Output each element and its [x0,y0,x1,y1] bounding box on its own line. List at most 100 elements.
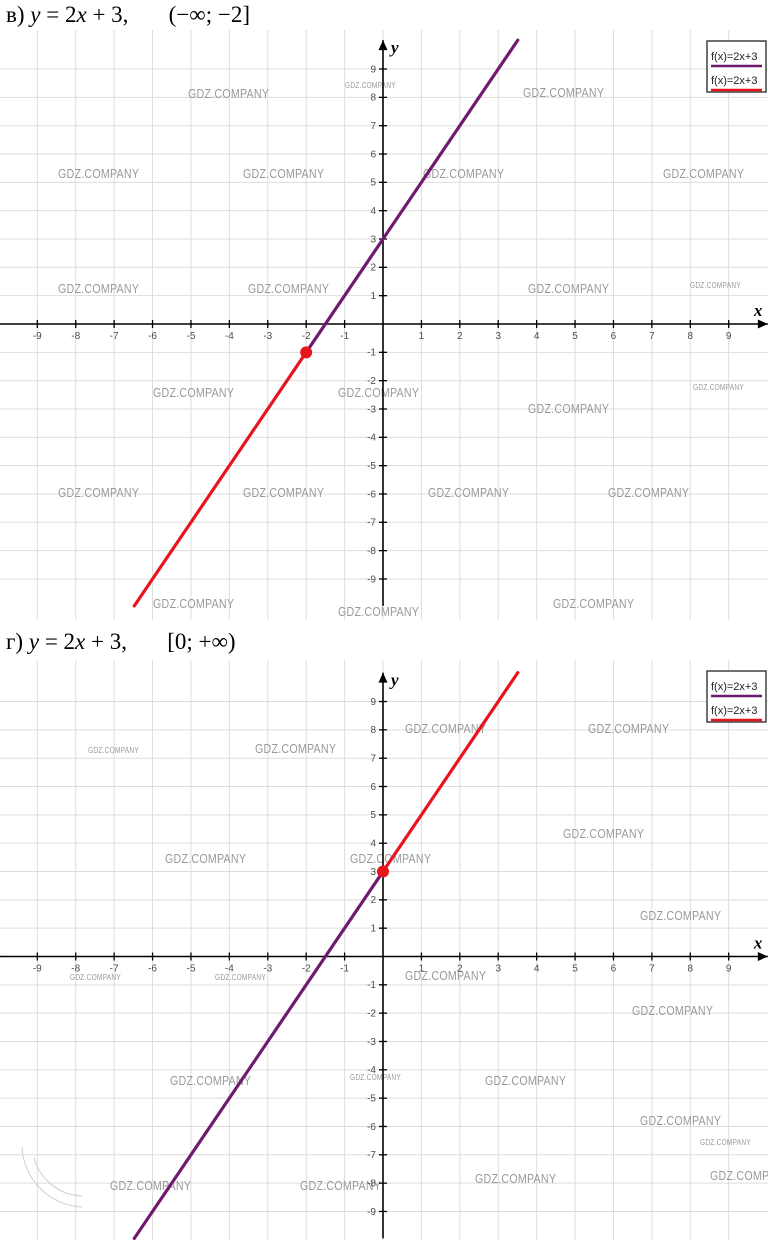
svg-text:x: x [753,934,763,953]
svg-text:GDZ.COMPANY: GDZ.COMPANY [58,485,139,500]
svg-text:5: 5 [572,964,578,975]
svg-text:-9: -9 [33,964,42,975]
svg-text:-3: -3 [263,331,272,342]
svg-text:GDZ.COMPANY: GDZ.COMPANY [563,826,644,841]
svg-text:-7: -7 [110,331,119,342]
svg-text:-9: -9 [367,574,376,585]
svg-text:-7: -7 [367,518,376,529]
svg-text:-6: -6 [148,964,157,975]
svg-text:GDZ.COMPANY: GDZ.COMPANY [338,604,419,619]
svg-text:GDZ.COMPANY: GDZ.COMPANY [58,166,139,181]
svg-text:GDZ.COMPANY: GDZ.COMPANY [710,1168,768,1183]
svg-text:-4: -4 [367,433,376,444]
svg-text:GDZ.COMPANY: GDZ.COMPANY [700,1137,751,1147]
svg-text:7: 7 [370,121,376,132]
svg-text:GDZ.COMPANY: GDZ.COMPANY [405,968,486,983]
svg-text:y: y [389,671,399,690]
svg-text:GDZ.COMPANY: GDZ.COMPANY [405,721,486,736]
svg-text:4: 4 [370,206,376,217]
svg-text:8: 8 [687,964,693,975]
svg-text:3: 3 [370,234,376,245]
svg-text:GDZ.COMPANY: GDZ.COMPANY [255,741,336,756]
svg-text:-2: -2 [367,376,376,387]
svg-text:GDZ.COMPANY: GDZ.COMPANY [608,485,689,500]
svg-text:7: 7 [649,964,655,975]
svg-text:GDZ.COMPANY: GDZ.COMPANY [88,745,139,755]
svg-text:GDZ.COMPANY: GDZ.COMPANY [165,851,246,866]
svg-text:4: 4 [534,331,540,342]
svg-text:GDZ.COMPANY: GDZ.COMPANY [588,721,669,736]
svg-text:GDZ.COMPANY: GDZ.COMPANY [528,401,609,416]
svg-text:5: 5 [370,810,376,821]
svg-text:7: 7 [370,753,376,764]
svg-text:6: 6 [611,331,617,342]
svg-text:GDZ.COMPANY: GDZ.COMPANY [485,1073,566,1088]
svg-text:2: 2 [370,895,376,906]
svg-text:-3: -3 [263,964,272,975]
svg-text:8: 8 [370,725,376,736]
svg-text:GDZ.COMPANY: GDZ.COMPANY [423,166,504,181]
svg-text:-7: -7 [367,1150,376,1161]
svg-text:1: 1 [370,923,376,934]
svg-text:2: 2 [370,263,376,274]
svg-text:1: 1 [370,291,376,302]
svg-text:GDZ.COMPANY: GDZ.COMPANY [640,908,721,923]
svg-text:-3: -3 [367,1037,376,1048]
svg-text:1: 1 [419,964,425,975]
svg-text:6: 6 [370,149,376,160]
svg-text:-7: -7 [110,964,119,975]
svg-text:6: 6 [611,964,617,975]
svg-text:GDZ.COMPANY: GDZ.COMPANY [428,485,509,500]
svg-text:-2: -2 [302,331,311,342]
svg-text:-3: -3 [367,404,376,415]
svg-text:GDZ.COMPANY: GDZ.COMPANY [632,1003,713,1018]
svg-text:GDZ.COMPANY: GDZ.COMPANY [215,972,266,982]
svg-text:GDZ.COMPANY: GDZ.COMPANY [188,86,269,101]
svg-text:-5: -5 [367,1093,376,1104]
svg-text:7: 7 [649,331,655,342]
svg-text:GDZ.COMPANY: GDZ.COMPANY [243,485,324,500]
svg-text:GDZ.COMPANY: GDZ.COMPANY [523,85,604,100]
svg-text:-1: -1 [367,348,376,359]
svg-text:-6: -6 [148,331,157,342]
svg-text:GDZ.COMPANY: GDZ.COMPANY [243,166,324,181]
svg-text:-5: -5 [186,964,195,975]
svg-text:5: 5 [370,178,376,189]
svg-text:8: 8 [687,331,693,342]
svg-text:GDZ.COMPANY: GDZ.COMPANY [475,1171,556,1186]
svg-text:y: y [389,38,399,57]
svg-text:3: 3 [495,964,501,975]
svg-text:3: 3 [495,331,501,342]
svg-text:-8: -8 [367,1178,376,1189]
svg-text:GDZ.COMPANY: GDZ.COMPANY [640,1113,721,1128]
svg-text:-6: -6 [367,1122,376,1133]
svg-text:4: 4 [370,838,376,849]
svg-text:GDZ.COMPANY: GDZ.COMPANY [693,382,744,392]
svg-text:-6: -6 [367,489,376,500]
svg-text:f(x)=2x+3: f(x)=2x+3 [711,681,757,693]
svg-text:-5: -5 [367,461,376,472]
svg-text:GDZ.COMPANY: GDZ.COMPANY [528,281,609,296]
svg-text:-1: -1 [367,980,376,991]
svg-text:GDZ.COMPANY: GDZ.COMPANY [110,1178,191,1193]
svg-text:9: 9 [370,64,376,75]
svg-text:9: 9 [726,964,732,975]
svg-text:f(x)=2x+3: f(x)=2x+3 [711,75,757,87]
svg-text:-8: -8 [367,546,376,557]
svg-text:-2: -2 [302,964,311,975]
svg-text:1: 1 [419,331,425,342]
svg-text:-4: -4 [367,1065,376,1076]
svg-text:-2: -2 [367,1008,376,1019]
svg-text:-8: -8 [71,331,80,342]
svg-text:GDZ.COMPANY: GDZ.COMPANY [345,80,396,90]
svg-text:GDZ.COMPANY: GDZ.COMPANY [690,280,741,290]
svg-text:3: 3 [370,867,376,878]
svg-text:4: 4 [534,964,540,975]
svg-text:GDZ.COMPANY: GDZ.COMPANY [58,281,139,296]
svg-text:-1: -1 [340,964,349,975]
svg-text:GDZ.COMPANY: GDZ.COMPANY [248,281,329,296]
svg-text:9: 9 [726,331,732,342]
svg-text:GDZ.COMPANY: GDZ.COMPANY [153,385,234,400]
svg-text:8: 8 [370,93,376,104]
svg-text:-9: -9 [367,1207,376,1218]
